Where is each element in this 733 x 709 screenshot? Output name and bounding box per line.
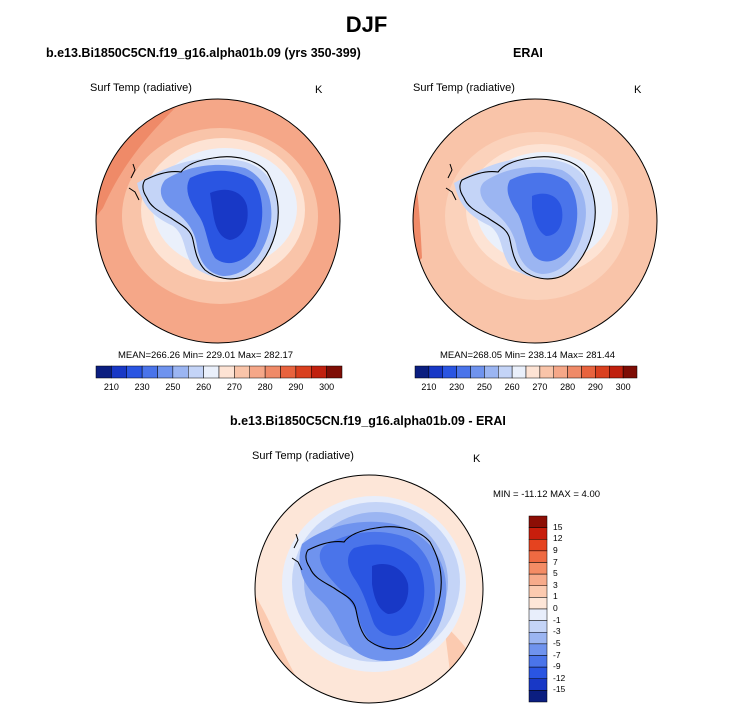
colorbar-obs-swatch — [539, 365, 554, 379]
variable-label-model: Surf Temp (radiative) — [90, 82, 192, 94]
colorbar-diff-tick-label: -5 — [553, 637, 561, 648]
figure-title: DJF — [345, 12, 388, 37]
stats-diff: MIN = -11.12 MAX = 4.00 — [493, 489, 601, 500]
colorbar-diff-tick-label: 12 — [553, 533, 563, 544]
colorbar-diff-swatch — [528, 655, 548, 668]
colorbar-obs-swatch — [622, 365, 638, 379]
colorbar-model-swatch — [172, 365, 189, 379]
colorbar-diff-swatch — [528, 643, 548, 656]
panel-title-model: b.e13.Bi1850C5CN.f19_g16.alpha01b.09 (yr… — [46, 46, 361, 60]
colorbar-diff-tick-label: 9 — [553, 544, 558, 555]
panel-title-diff: b.e13.Bi1850C5CN.f19_g16.alpha01b.09 - E… — [230, 414, 506, 428]
colorbar-diff-tick-label: 0 — [553, 603, 558, 613]
variable-label-diff: Surf Temp (radiative) — [252, 450, 354, 462]
colorbar-diff-tick-label: -7 — [553, 649, 561, 660]
colorbar-model — [95, 365, 343, 379]
colorbar-diff-tick-label: 1 — [553, 591, 558, 602]
colorbar-diff-tick-label: -1 — [553, 614, 561, 625]
colorbar-model-swatch — [249, 365, 266, 379]
colorbar-model-swatch — [295, 365, 312, 379]
colorbar-model-swatch — [141, 365, 158, 379]
colorbar-obs-swatch — [581, 365, 596, 379]
units-label-diff: K — [473, 453, 481, 465]
colorbar-obs-swatch — [567, 365, 582, 379]
colorbar-obs-swatch — [595, 365, 610, 379]
colorbar-model-tick-label: 250 — [165, 382, 181, 392]
colorbar-obs-swatch — [428, 365, 443, 379]
colorbar-obs-swatch — [525, 365, 541, 379]
stats-obs: MEAN=268.05 Min= 238.14 Max= 281.44 — [440, 350, 616, 361]
colorbar-obs-swatch — [511, 365, 527, 379]
colorbar-obs-tick-label: 250 — [476, 382, 492, 392]
colorbar-diff-tick-label: 7 — [553, 556, 558, 567]
colorbar-obs-swatch — [414, 365, 430, 379]
colorbar-model-swatch — [280, 365, 297, 379]
colorbar-diff-swatch — [528, 666, 548, 679]
colorbar-diff — [528, 515, 548, 703]
colorbar-model-swatch — [218, 365, 235, 379]
colorbar-obs-tick-label: 270 — [532, 382, 548, 392]
colorbar-model-swatch — [203, 365, 220, 379]
colorbar-model-swatch — [326, 365, 343, 379]
colorbar-model-swatch — [264, 365, 281, 379]
colorbar-model-tick-label: 260 — [196, 382, 212, 392]
colorbar-model-swatch — [95, 365, 112, 379]
colorbar-diff-tick-label: -12 — [553, 672, 566, 683]
colorbar-model-tick-label: 210 — [103, 382, 119, 392]
colorbar-diff-tick-label: 3 — [553, 579, 558, 590]
units-label-model: K — [315, 84, 323, 96]
colorbar-diff-tick-label: -3 — [553, 626, 561, 637]
colorbar-obs-swatch — [442, 365, 457, 379]
colorbar-obs-tick-label: 230 — [449, 382, 465, 392]
colorbar-model-tick-label: 230 — [134, 382, 150, 392]
variable-label-obs: Surf Temp (radiative) — [413, 82, 515, 94]
colorbar-obs-tick-label: 210 — [421, 382, 437, 392]
colorbar-model-swatch — [126, 365, 143, 379]
colorbar-obs-swatch — [609, 365, 624, 379]
colorbar-diff-swatch — [528, 678, 548, 691]
colorbar-diff-swatch — [528, 597, 548, 610]
colorbar-model-tick-label: 290 — [288, 382, 304, 392]
colorbar-obs-tick-label: 300 — [615, 382, 631, 392]
colorbar-obs-swatch — [498, 365, 513, 379]
colorbar-model-swatch — [234, 365, 250, 379]
colorbar-model-tick-label: 300 — [319, 382, 335, 392]
antarctica-polar-map-icon — [95, 98, 341, 344]
stats-model: MEAN=266.26 Min= 229.01 Max= 282.17 — [118, 350, 294, 361]
colorbar-model-swatch — [311, 365, 327, 379]
units-label-obs: K — [634, 84, 642, 96]
colorbar-diff-swatch — [528, 515, 548, 528]
colorbar-diff-tick-label: -9 — [553, 661, 561, 672]
colorbar-obs-tick-label: 290 — [587, 382, 603, 392]
colorbar-obs — [414, 365, 638, 379]
colorbar-model-swatch — [157, 365, 174, 379]
colorbar-obs-tick-label: 260 — [504, 382, 520, 392]
colorbar-diff-swatch — [528, 620, 548, 633]
colorbar-model-swatch — [188, 365, 204, 379]
colorbar-diff-swatch — [528, 608, 548, 621]
colorbar-diff-tick-label: 15 — [553, 521, 563, 532]
colorbar-diff-swatch — [528, 585, 548, 598]
colorbar-diff-swatch — [528, 690, 548, 703]
colorbar-diff-tick-label: 5 — [553, 568, 558, 579]
antarctica-polar-map-icon — [254, 474, 484, 704]
colorbar-diff-tick-label: -15 — [553, 684, 566, 695]
colorbar-diff-swatch — [528, 539, 548, 552]
colorbar-model-tick-label: 270 — [226, 382, 242, 392]
colorbar-obs-swatch — [456, 365, 471, 379]
panel-title-obs: ERAI — [513, 46, 543, 60]
colorbar-obs-tick-label: 280 — [560, 382, 576, 392]
antarctica-polar-map-icon — [412, 98, 658, 344]
colorbar-diff-swatch — [528, 573, 548, 586]
colorbar-diff-swatch — [528, 562, 548, 575]
colorbar-model-swatch — [111, 365, 127, 379]
colorbar-obs-swatch — [470, 365, 485, 379]
colorbar-obs-swatch — [553, 365, 568, 379]
colorbar-model-tick-label: 280 — [257, 382, 273, 392]
colorbar-diff-swatch — [528, 527, 548, 540]
colorbar-diff-swatch — [528, 550, 548, 563]
colorbar-obs-swatch — [484, 365, 499, 379]
colorbar-diff-swatch — [528, 632, 548, 645]
